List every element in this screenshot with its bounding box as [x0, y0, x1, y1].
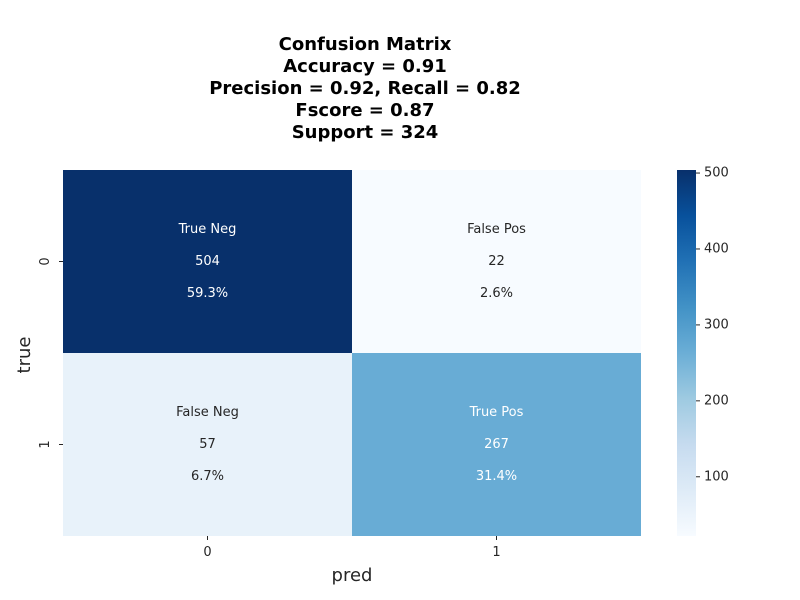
title-line-2: Accuracy = 0.91	[283, 56, 447, 77]
cell-count-0-0: 504	[195, 254, 220, 269]
title-line-3: Precision = 0.92, Recall = 0.82	[209, 78, 521, 99]
cell-name-1-0: False Neg	[176, 405, 239, 420]
heatmap-cells	[63, 170, 641, 536]
y-axis-ticks: 01	[38, 257, 63, 449]
x-tick-label-0: 0	[203, 545, 211, 560]
cell-name-0-0: True Neg	[178, 222, 237, 237]
cell-name-0-1: False Pos	[467, 222, 526, 237]
title-line-5: Support = 324	[291, 122, 439, 143]
y-tick-label-1: 1	[38, 440, 53, 448]
colorbar-tick-label-100: 100	[704, 469, 729, 484]
colorbar-tick-label-300: 300	[704, 317, 729, 332]
colorbar-tick-label-500: 500	[704, 166, 729, 181]
heatmap-cell-1-1	[352, 353, 641, 536]
colorbar-ticks: 100 200 300 400 500	[696, 166, 729, 484]
colorbar-tick-label-400: 400	[704, 241, 729, 256]
colorbar-tick-label-200: 200	[704, 393, 729, 408]
title-line-1: Confusion Matrix	[278, 34, 452, 55]
colorbar	[677, 170, 696, 536]
cell-count-0-1: 22	[488, 254, 505, 269]
x-axis-label: pred	[332, 565, 373, 586]
heatmap-cell-1-0	[63, 353, 352, 536]
cell-percent-1-1: 31.4%	[476, 469, 517, 484]
cell-name-1-1: True Pos	[469, 405, 524, 420]
cell-count-1-1: 267	[484, 437, 509, 452]
y-axis-label: true	[14, 337, 35, 374]
cell-percent-0-0: 59.3%	[187, 286, 228, 301]
heatmap-cell-labels: True Neg 504 59.3% False Pos 22 2.6% False Neg…	[176, 222, 526, 484]
x-tick-label-1: 1	[492, 545, 500, 560]
title-line-4: Fscore = 0.87	[295, 100, 435, 121]
cell-percent-0-1: 2.6%	[480, 286, 513, 301]
cell-percent-1-0: 6.7%	[191, 469, 224, 484]
y-tick-label-0: 0	[38, 257, 53, 265]
chart-title: Confusion Matrix Accuracy = 0.91 Precisi…	[0, 34, 730, 144]
heatmap-cell-0-1	[352, 170, 641, 353]
heatmap-cell-0-0	[63, 170, 352, 353]
cell-count-1-0: 57	[199, 437, 216, 452]
